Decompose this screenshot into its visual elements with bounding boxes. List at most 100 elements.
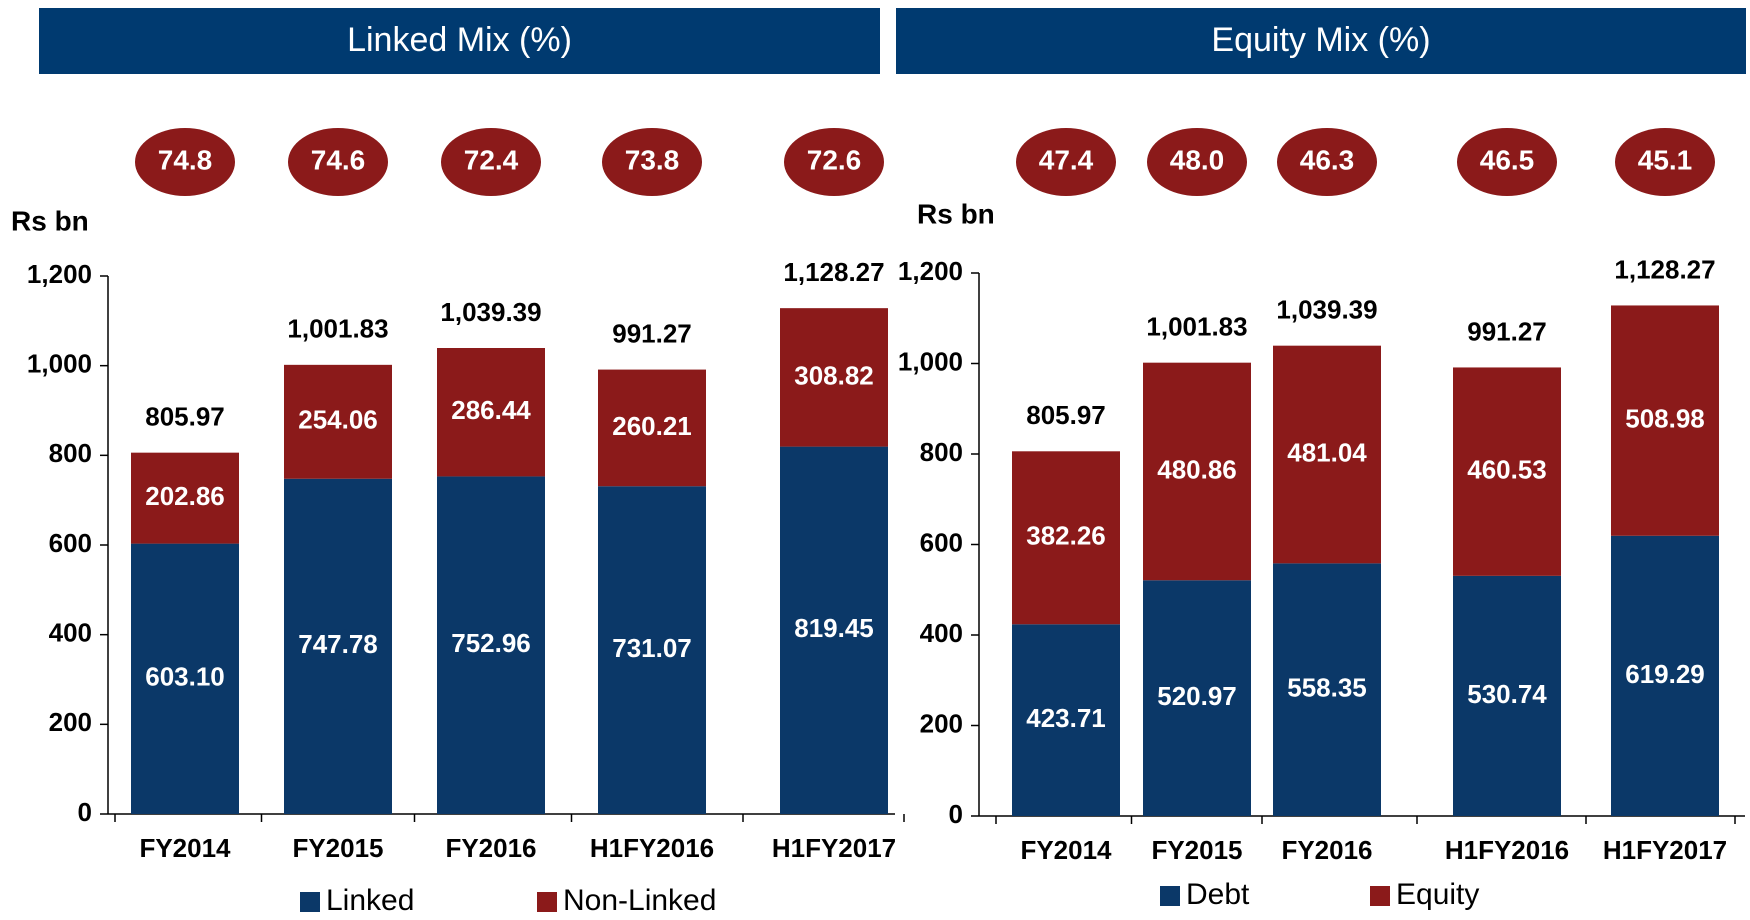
data-label: 286.44 bbox=[451, 395, 531, 425]
mix-badge bbox=[288, 128, 388, 196]
y-tick-label: 200 bbox=[920, 708, 963, 738]
data-label: 481.04 bbox=[1287, 437, 1367, 467]
x-tick-label: H1FY2016 bbox=[590, 833, 714, 863]
mix-label: 73.8 bbox=[625, 144, 680, 175]
mix-label: 47.4 bbox=[1039, 144, 1094, 175]
data-label: 530.74 bbox=[1467, 679, 1547, 709]
data-label: 819.45 bbox=[794, 613, 874, 643]
total-label: 805.97 bbox=[1026, 400, 1106, 430]
bar-segment bbox=[1273, 563, 1381, 816]
data-label: 747.78 bbox=[298, 629, 378, 659]
bar-segment bbox=[1273, 345, 1381, 564]
title-banner bbox=[896, 8, 1746, 74]
x-tick-label: FY2014 bbox=[1020, 835, 1112, 865]
total-label: 1,128.27 bbox=[783, 257, 884, 287]
data-label: 731.07 bbox=[612, 633, 692, 663]
data-label: 202.86 bbox=[145, 481, 225, 511]
data-label: 520.97 bbox=[1157, 681, 1237, 711]
data-label: 603.10 bbox=[145, 662, 225, 692]
total-label: 1,039.39 bbox=[1276, 295, 1377, 325]
x-tick-label: FY2015 bbox=[1151, 835, 1242, 865]
legend-label: Equity bbox=[1396, 878, 1479, 911]
total-label: 805.97 bbox=[145, 402, 225, 432]
data-label: 308.82 bbox=[794, 360, 874, 390]
legend-label: Debt bbox=[1186, 878, 1250, 911]
total-label: 991.27 bbox=[612, 318, 692, 348]
bar-segment bbox=[131, 452, 239, 544]
x-tick-label: FY2016 bbox=[445, 833, 536, 863]
bar-segment bbox=[598, 369, 706, 487]
chart-title: Equity Mix (%) bbox=[1211, 21, 1430, 59]
y-tick-label: 400 bbox=[49, 618, 92, 648]
mix-badge bbox=[135, 128, 235, 196]
data-label: 480.86 bbox=[1157, 454, 1237, 484]
legend-swatch bbox=[300, 892, 320, 912]
mix-label: 45.1 bbox=[1638, 144, 1693, 175]
bar-segment bbox=[780, 446, 888, 814]
x-tick-label: H1FY2017 bbox=[1603, 835, 1727, 865]
y-tick-label: 1,000 bbox=[898, 346, 963, 376]
mix-badge bbox=[1615, 128, 1715, 196]
legend-swatch bbox=[537, 892, 557, 912]
bar-segment bbox=[1611, 535, 1719, 816]
total-label: 1,001.83 bbox=[287, 314, 388, 344]
mix-badge bbox=[1277, 128, 1377, 196]
data-label: 460.53 bbox=[1467, 455, 1547, 485]
y-tick-label: 400 bbox=[920, 618, 963, 648]
bar-segment bbox=[437, 476, 545, 814]
y-tick-label: 600 bbox=[920, 527, 963, 557]
legend-label: Linked bbox=[326, 884, 414, 915]
y-tick-label: 1,200 bbox=[27, 259, 92, 289]
legend-swatch bbox=[1160, 886, 1180, 906]
y-tick-label: 600 bbox=[49, 528, 92, 558]
data-label: 508.98 bbox=[1625, 403, 1705, 433]
bar-segment bbox=[1453, 367, 1561, 576]
chart-title: Linked Mix (%) bbox=[347, 21, 572, 59]
y-tick-label: 0 bbox=[949, 799, 963, 829]
x-tick-label: FY2015 bbox=[292, 833, 383, 863]
y-tick-label: 800 bbox=[920, 437, 963, 467]
mix-label: 46.3 bbox=[1300, 144, 1355, 175]
bar-segment bbox=[131, 543, 239, 814]
mix-badge bbox=[1457, 128, 1557, 196]
y-tick-label: 1,000 bbox=[27, 349, 92, 379]
y-axis-label: Rs bn bbox=[917, 198, 995, 229]
mix-badge bbox=[602, 128, 702, 196]
total-label: 1,128.27 bbox=[1614, 254, 1715, 284]
bar-segment bbox=[1453, 575, 1561, 816]
data-label: 619.29 bbox=[1625, 659, 1705, 689]
mix-badge bbox=[784, 128, 884, 196]
mix-label: 74.6 bbox=[311, 144, 366, 175]
x-tick-label: FY2016 bbox=[1281, 835, 1372, 865]
y-tick-label: 800 bbox=[49, 438, 92, 468]
bar-segment bbox=[1143, 580, 1251, 816]
mix-label: 46.5 bbox=[1480, 144, 1535, 175]
data-label: 423.71 bbox=[1026, 703, 1106, 733]
total-label: 991.27 bbox=[1467, 316, 1547, 346]
bar-segment bbox=[598, 486, 706, 814]
title-banner bbox=[39, 8, 880, 74]
y-tick-label: 200 bbox=[49, 707, 92, 737]
y-tick-label: 1,200 bbox=[898, 256, 963, 286]
mix-label: 74.8 bbox=[158, 144, 213, 175]
total-label: 1,001.83 bbox=[1146, 312, 1247, 342]
data-label: 260.21 bbox=[612, 411, 692, 441]
mix-badge bbox=[441, 128, 541, 196]
bar-segment bbox=[437, 348, 545, 477]
bar-segment bbox=[1611, 305, 1719, 536]
bar-segment bbox=[284, 478, 392, 814]
data-label: 752.96 bbox=[451, 628, 531, 658]
mix-label: 72.4 bbox=[464, 144, 519, 175]
y-axis-label: Rs bn bbox=[11, 205, 89, 236]
x-tick-label: H1FY2017 bbox=[772, 833, 896, 863]
bar-segment bbox=[284, 364, 392, 479]
bar-segment bbox=[1143, 362, 1251, 581]
mix-label: 48.0 bbox=[1170, 144, 1225, 175]
mix-badge bbox=[1147, 128, 1247, 196]
legend-swatch bbox=[1370, 886, 1390, 906]
y-tick-label: 0 bbox=[78, 797, 92, 827]
mix-label: 72.6 bbox=[807, 144, 862, 175]
bar-segment bbox=[780, 308, 888, 447]
data-label: 558.35 bbox=[1287, 673, 1367, 703]
